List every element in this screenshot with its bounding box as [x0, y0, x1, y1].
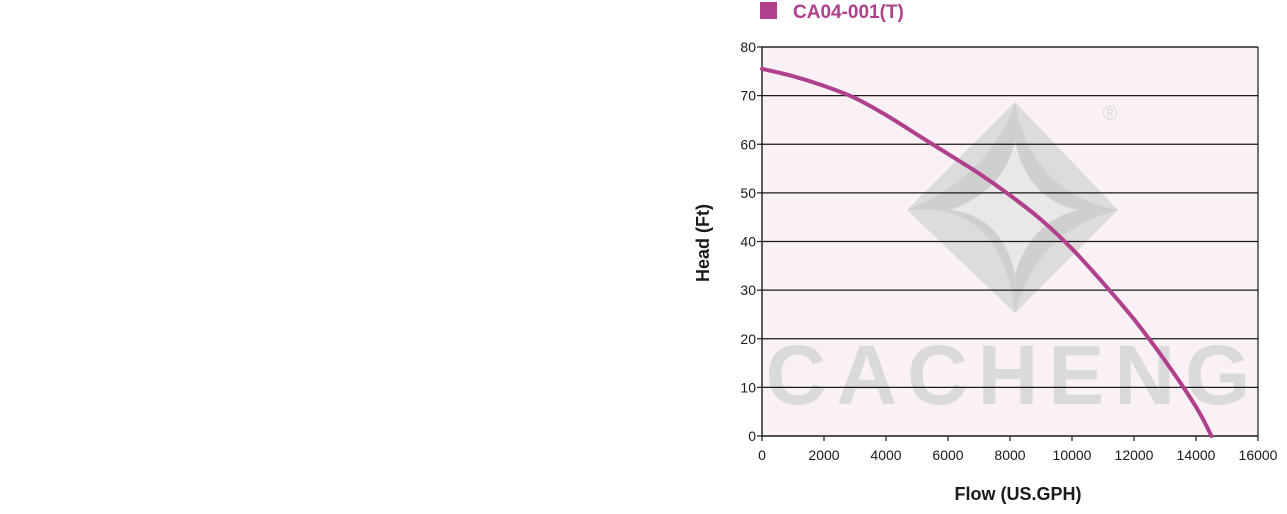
watermark-brand-text: CACHENG [766, 328, 1261, 422]
legend-swatch [760, 2, 777, 19]
x-tick-label: 14000 [1177, 447, 1216, 463]
axes [757, 46, 1259, 441]
y-tick-label: 0 [748, 428, 756, 444]
x-tick-label: 12000 [1115, 447, 1154, 463]
y-tick-label: 50 [740, 185, 756, 201]
y-tick-label: 40 [740, 234, 756, 250]
x-tick-label: 0 [758, 447, 766, 463]
x-tick-label: 16000 [1239, 447, 1278, 463]
y-tick-label: 30 [740, 282, 756, 298]
x-tick-label: 6000 [932, 447, 963, 463]
x-axis-title: Flow (US.GPH) [955, 484, 1082, 504]
legend-label: CA04-001(T) [793, 2, 904, 23]
y-tick-label: 60 [740, 136, 756, 152]
watermark-registered-mark: ® [1103, 103, 1118, 125]
series-lines [760, 66, 1214, 438]
series-line [760, 66, 1214, 438]
y-tick-label: 70 [740, 88, 756, 104]
x-tick-label: 8000 [994, 447, 1025, 463]
x-tick-label: 4000 [870, 447, 901, 463]
y-tick-label: 80 [740, 39, 756, 55]
y-tick-label: 20 [740, 331, 756, 347]
watermark-logo: CACHENG ® [766, 102, 1261, 422]
legend: CA04-001(T) [760, 2, 904, 23]
y-tick-label: 10 [740, 379, 756, 395]
x-tick-label: 2000 [808, 447, 839, 463]
x-tick-label: 10000 [1053, 447, 1092, 463]
tick-labels: 0 10 20 30 40 50 60 70 80 0 2000 4000 6000 8000 10000 1… [740, 39, 1277, 463]
y-axis-title: Head (Ft) [693, 204, 713, 282]
watermark-swirl-inner [950, 140, 1078, 275]
